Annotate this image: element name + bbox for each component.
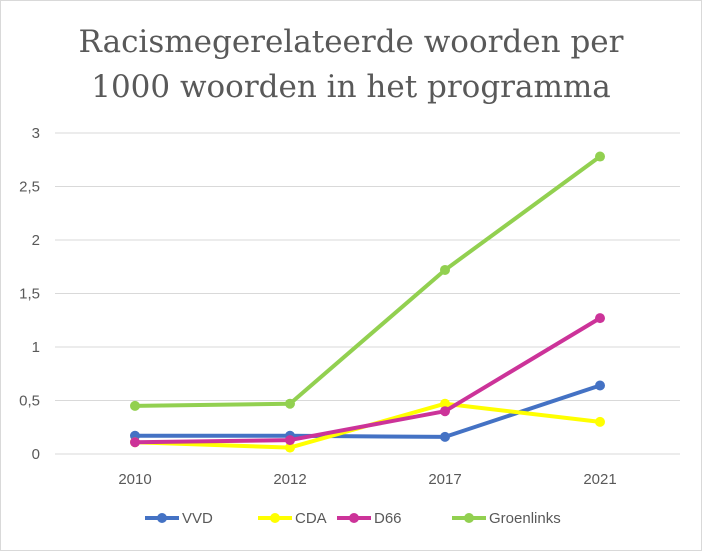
legend-label: Groenlinks <box>489 510 561 527</box>
data-point-cda <box>595 416 605 427</box>
x-axis-tick-labels: 2010 2012 2017 2021 <box>118 471 616 488</box>
data-point-groenlinks <box>130 400 140 411</box>
x-tick-label: 2010 <box>118 471 151 488</box>
data-point-d66 <box>440 406 450 417</box>
y-tick-label: 2,5 <box>19 179 40 196</box>
series-line-groenlinks <box>133 154 602 408</box>
data-point-cda <box>440 398 450 409</box>
y-tick-label: 3 <box>32 125 40 142</box>
legend-label: VVD <box>182 510 213 527</box>
data-point-vvd <box>440 431 450 442</box>
data-point-vvd <box>595 380 605 391</box>
data-point-d66 <box>595 313 605 324</box>
data-point-d66 <box>285 435 295 446</box>
legend-item-cda: CDA <box>258 510 327 527</box>
legend-swatch-marker <box>464 513 474 523</box>
legend-label: D66 <box>374 510 402 527</box>
legend-label: CDA <box>295 510 327 527</box>
series-d66 <box>130 313 605 448</box>
data-point-groenlinks <box>440 264 450 275</box>
legend-swatch-marker <box>270 513 280 523</box>
x-tick-label: 2021 <box>583 471 616 488</box>
y-tick-label: 0,5 <box>19 393 40 410</box>
series-line-vvd <box>133 383 602 439</box>
y-tick-label: 1 <box>32 339 40 356</box>
series-lines <box>130 151 605 453</box>
y-tick-label: 0 <box>32 446 40 463</box>
chart-title-line-1: Racismegerelateerde woorden per <box>78 24 624 60</box>
data-point-groenlinks <box>285 398 295 409</box>
data-point-groenlinks <box>595 151 605 162</box>
series-line-d66 <box>133 316 602 445</box>
legend: VVD CDA D66 Groenlinks <box>145 510 561 527</box>
legend-item-vvd: VVD <box>145 510 213 527</box>
chart-title-line-2: 1000 woorden in het programma <box>91 69 611 105</box>
gridlines <box>55 132 680 455</box>
y-tick-label: 2 <box>32 232 40 249</box>
data-point-cda <box>285 442 295 453</box>
legend-swatch-marker <box>349 513 359 523</box>
x-tick-label: 2012 <box>273 471 306 488</box>
series-groenlinks <box>130 151 605 411</box>
legend-swatch-marker <box>157 513 167 523</box>
x-tick-label: 2017 <box>428 471 461 488</box>
chart-title: Racismegerelateerde woorden per 1000 woo… <box>0 20 702 110</box>
legend-item-d66: D66 <box>337 510 402 527</box>
y-axis-tick-labels: 0 0,5 1 1,5 2 2,5 3 <box>19 125 40 463</box>
legend-item-groenlinks: Groenlinks <box>452 510 561 527</box>
data-point-d66 <box>130 437 140 448</box>
series-vvd <box>130 380 605 442</box>
y-tick-label: 1,5 <box>19 286 40 303</box>
